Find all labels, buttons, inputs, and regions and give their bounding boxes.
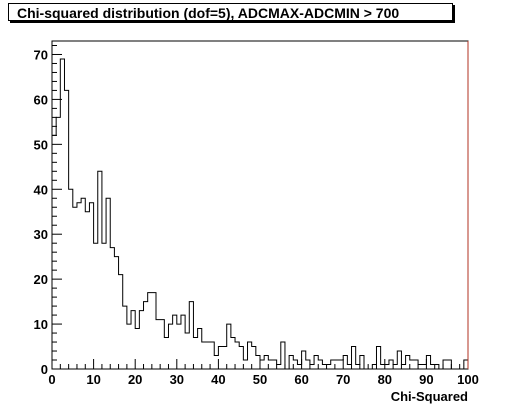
- histogram-line: [51, 58, 469, 370]
- x-axis-title: Chi-Squared: [391, 389, 468, 404]
- x-tick-label: 10: [86, 372, 100, 387]
- y-tick-label: 20: [34, 272, 48, 287]
- x-tick-label: 100: [457, 372, 479, 387]
- x-tick-label: 30: [170, 372, 184, 387]
- plot-frame: [51, 40, 469, 370]
- x-tick-label: 20: [128, 372, 142, 387]
- x-tick-label: 70: [336, 372, 350, 387]
- y-axis-tick-labels: 0 10 20 30 40 50 60 70: [34, 47, 48, 377]
- y-tick-label: 0: [41, 362, 48, 377]
- y-tick-label: 10: [34, 317, 48, 332]
- y-tick-label: 30: [34, 227, 48, 242]
- x-tick-label: 40: [211, 372, 225, 387]
- y-tick-label: 40: [34, 182, 48, 197]
- x-axis-tick-labels: 0 10 20 30 40 50 60 70 80 90 100: [48, 372, 478, 387]
- x-tick-label: 90: [419, 372, 433, 387]
- chart-title: Chi-squared distribution (dof=5), ADCMAX…: [17, 5, 400, 21]
- y-tick-label: 50: [34, 137, 48, 152]
- x-tick-label: 0: [48, 372, 55, 387]
- histogram-series: [51, 58, 469, 370]
- x-tick-label: 50: [253, 372, 267, 387]
- y-tick-label: 60: [34, 92, 48, 107]
- x-tick-label: 60: [294, 372, 308, 387]
- x-tick-label: 80: [378, 372, 392, 387]
- chart-title-box: Chi-squared distribution (dof=5), ADCMAX…: [8, 3, 453, 21]
- y-tick-label: 70: [34, 47, 48, 62]
